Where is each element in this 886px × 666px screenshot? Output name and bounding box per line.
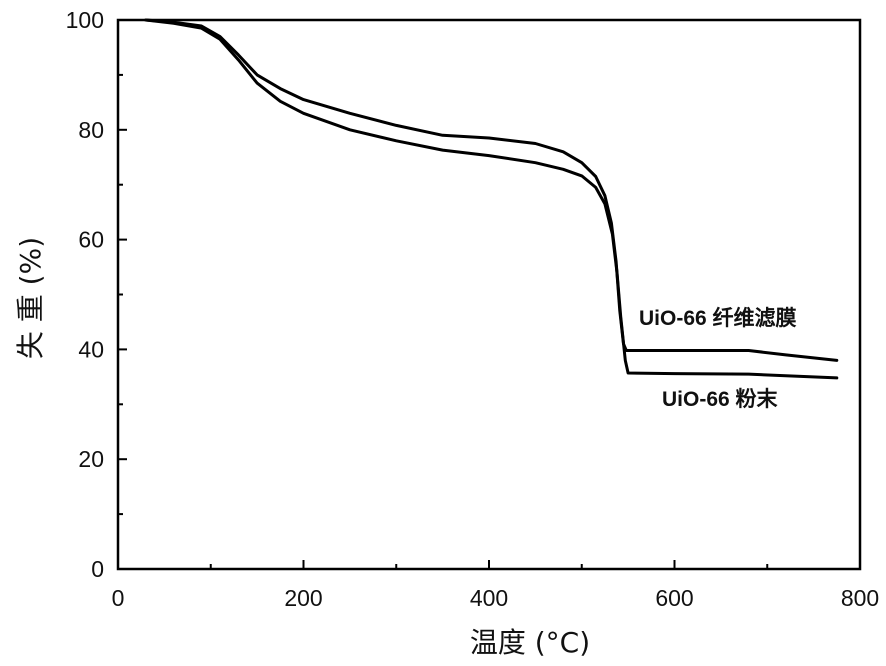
x-tick-label: 600 [655, 585, 693, 611]
y-tick-label: 100 [66, 7, 104, 33]
y-tick-label: 20 [78, 446, 104, 472]
x-tick-label: 200 [284, 585, 322, 611]
y-tick-label: 0 [91, 556, 104, 582]
y-axis-title: 失 重 (%) [14, 237, 47, 359]
plot-frame [116, 18, 862, 571]
x-tick-label: 0 [112, 585, 125, 611]
x-tick-label: 800 [841, 585, 879, 611]
y-tick-label: 80 [78, 117, 104, 143]
series-lines [144, 18, 839, 380]
y-tick-label: 40 [78, 336, 104, 362]
axis-ticks [117, 19, 861, 570]
series-line-1 [144, 18, 839, 380]
series-label-fiber: UiO-66 纤维滤膜 [639, 306, 797, 330]
x-axis-title: 温度 (°C) [470, 626, 590, 659]
x-tick-label: 400 [470, 585, 508, 611]
series-label-powder: UiO-66 粉末 [662, 387, 779, 411]
y-tick-label: 60 [78, 227, 104, 253]
series-line-0 [144, 18, 839, 362]
tick-labels: 0 200 400 600 800 0 20 40 60 80 100 [66, 7, 880, 611]
